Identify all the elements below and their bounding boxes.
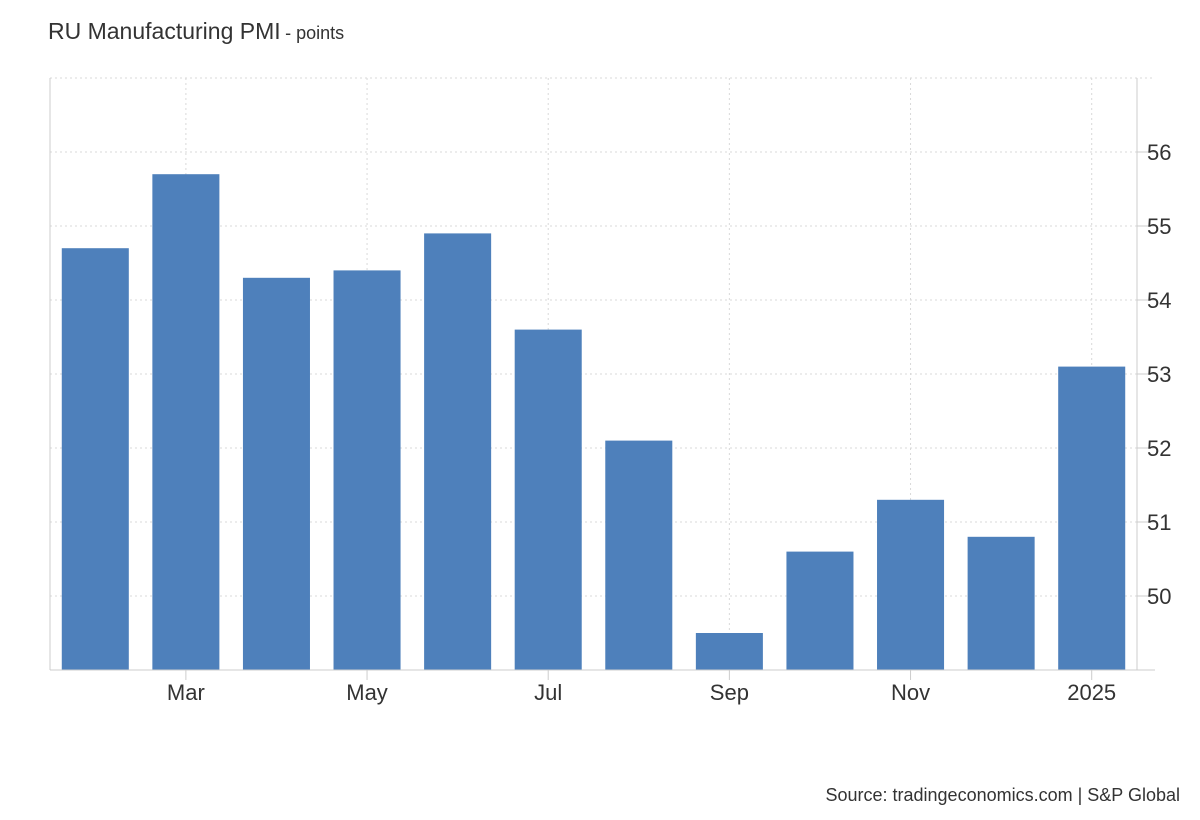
- bar: [333, 270, 401, 670]
- tick-labels: 50 51 52 53 54 55 56 Mar May Jul Sep Nov 2025: [167, 140, 1172, 705]
- bar: [424, 233, 492, 670]
- x-tick-label: Jul: [534, 680, 562, 705]
- bar: [967, 536, 1035, 670]
- bar: [877, 499, 945, 670]
- y-tick-label: 50: [1147, 584, 1171, 609]
- bars: [61, 174, 1126, 670]
- bar-chart: 50 51 52 53 54 55 56 Mar May Jul Sep Nov 2025: [49, 77, 1172, 705]
- bar: [786, 551, 854, 670]
- x-tick-label: Sep: [710, 680, 749, 705]
- x-tick-label: 2025: [1067, 680, 1116, 705]
- bar: [605, 440, 673, 670]
- bar: [695, 633, 763, 670]
- chart-subtitle: - points: [285, 23, 345, 43]
- bar: [1058, 366, 1126, 670]
- chart-title: RU Manufacturing PMI: [48, 18, 281, 44]
- bar: [61, 248, 129, 670]
- source-note: Source: tradingeconomics.com | S&P Globa…: [825, 785, 1180, 805]
- y-tick-label: 52: [1147, 436, 1171, 461]
- x-tick-label: May: [346, 680, 388, 705]
- y-tick-label: 51: [1147, 510, 1171, 535]
- bar: [152, 174, 220, 670]
- x-tick-label: Nov: [891, 680, 930, 705]
- y-tick-label: 53: [1147, 362, 1171, 387]
- bar: [514, 329, 582, 670]
- axes: [49, 78, 1155, 680]
- x-tick-label: Mar: [167, 680, 205, 705]
- y-tick-label: 54: [1147, 288, 1171, 313]
- chart-title-row: RU Manufacturing PMI - points: [48, 18, 344, 45]
- bar: [242, 277, 310, 670]
- y-tick-label: 56: [1147, 140, 1171, 165]
- y-tick-label: 55: [1147, 214, 1171, 239]
